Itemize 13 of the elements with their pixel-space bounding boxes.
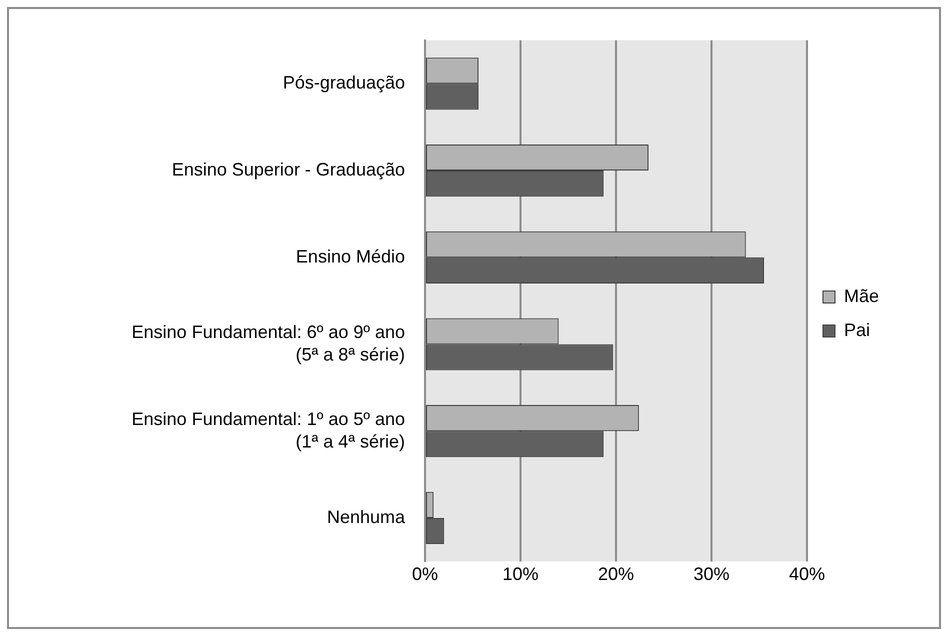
y-tick-label: Ensino Fundamental: 6º ao 9º ano (5ª a 8ª série) <box>132 322 405 364</box>
y-tick-label: Ensino Fundamental: 1º ao 5º ano (1ª a 4ª série) <box>132 408 405 452</box>
legend-label: Pai <box>844 320 870 340</box>
y-tick-label: Nenhuma <box>326 506 406 527</box>
x-tick-label: 40% <box>788 564 825 584</box>
legend-label: Mãe <box>844 286 879 306</box>
x-tick-label: 10% <box>502 564 539 584</box>
x-tick-label: 30% <box>693 564 730 584</box>
y-tick-label: Pós-graduação <box>282 72 405 93</box>
y-tick-label: Ensino Médio <box>296 246 405 266</box>
x-tick-label: 20% <box>598 564 634 584</box>
x-tick-label: 0% <box>412 564 438 584</box>
y-tick-label: Ensino Superior - Graduação <box>172 160 405 180</box>
